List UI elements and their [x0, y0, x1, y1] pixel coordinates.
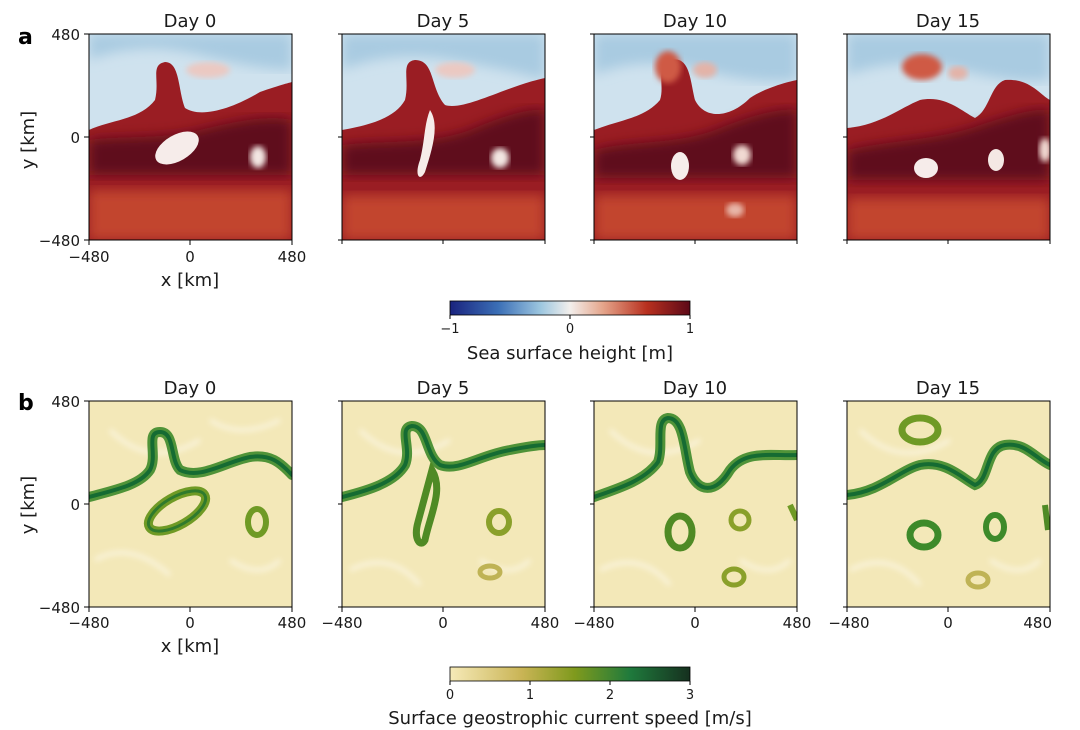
speed-x-tick-mid-day5: 0	[438, 614, 448, 632]
speed-x-tick-right-day0: 480	[278, 614, 307, 632]
speed-map-day5	[342, 401, 545, 607]
ssh-y-tick-top: 480	[51, 26, 80, 44]
ssh-map-day0	[89, 34, 292, 240]
ssh-title-day0: Day 0	[164, 11, 217, 32]
speed-colorbar-tick-2: 2	[606, 688, 614, 703]
speed-x-tick-left-day10: −480	[573, 614, 614, 632]
ssh-x-tick-left: −480	[68, 248, 109, 266]
speed-colorbar-label: Surface geostrophic current speed [m/s]	[388, 708, 752, 729]
speed-y-axis: 480 0 −480 y [km]	[18, 393, 89, 617]
ssh-map-day15	[847, 34, 1050, 240]
speed-title-day10: Day 10	[663, 378, 727, 399]
speed-title-day15: Day 15	[916, 378, 980, 399]
speed-x-axes: −480 0 480 −480 0 480 −480 0 480 −480 0 …	[68, 607, 1052, 657]
ssh-minor-ticks	[338, 33, 1051, 244]
speed-x-tick-left-day15: −480	[828, 614, 869, 632]
ssh-colorbar-tick-max: 1	[686, 322, 694, 337]
speed-y-tick-mid: 0	[70, 496, 80, 514]
ssh-y-tick-bottom: −480	[39, 232, 80, 250]
ssh-colorbar-tick-mid: 0	[566, 322, 574, 337]
ssh-title-day10: Day 10	[663, 11, 727, 32]
ssh-y-label: y [km]	[18, 111, 39, 169]
ssh-colorbar-label: Sea surface height [m]	[467, 343, 673, 364]
ssh-title-day15: Day 15	[916, 11, 980, 32]
ssh-x-tick-mid: 0	[185, 248, 195, 266]
speed-x-tick-left-day5: −480	[321, 614, 362, 632]
speed-x-tick-mid-day15: 0	[943, 614, 953, 632]
speed-y-tick-bottom: −480	[39, 599, 80, 617]
speed-colorbar-gradient	[449, 666, 691, 682]
speed-title-day5: Day 5	[417, 378, 470, 399]
speed-map-day0	[89, 401, 292, 607]
speed-x-tick-right-day15: 480	[1023, 614, 1052, 632]
speed-x-tick-left-day0: −480	[68, 614, 109, 632]
speed-title-day0: Day 0	[164, 378, 217, 399]
speed-colorbar-tick-3: 3	[686, 688, 694, 703]
speed-minor-ticks	[338, 400, 847, 608]
ssh-colorbar-gradient	[449, 300, 691, 316]
speed-x-label: x [km]	[161, 636, 219, 657]
ssh-colorbar-tick-min: −1	[440, 322, 459, 337]
ssh-map-day5	[342, 34, 545, 240]
speed-x-tick-right-day10: 480	[783, 614, 812, 632]
speed-map-day10	[594, 401, 797, 607]
speed-y-tick-top: 480	[51, 393, 80, 411]
speed-x-tick-mid-day10: 0	[690, 614, 700, 632]
ssh-y-axis: 480 0 −480 y [km]	[18, 26, 89, 250]
ssh-x-label: x [km]	[161, 270, 219, 291]
ssh-y-tick-mid: 0	[70, 129, 80, 147]
speed-colorbar: 0 1 2 3 Surface geostrophic current spee…	[388, 666, 752, 729]
ssh-x-axis: −480 0 480 x [km]	[68, 240, 306, 291]
speed-x-tick-mid-day0: 0	[185, 614, 195, 632]
panel-b-letter: b	[18, 391, 34, 416]
ssh-title-day5: Day 5	[417, 11, 470, 32]
speed-colorbar-tick-1: 1	[526, 688, 534, 703]
ssh-map-day10	[594, 34, 797, 240]
panel-a-letter: a	[18, 25, 33, 50]
speed-map-day15	[847, 401, 1050, 607]
ssh-x-tick-right: 480	[278, 248, 307, 266]
ssh-colorbar: −1 0 1 Sea surface height [m]	[440, 300, 694, 364]
speed-y-label: y [km]	[18, 476, 39, 534]
speed-x-tick-right-day5: 480	[531, 614, 560, 632]
speed-colorbar-tick-0: 0	[446, 688, 454, 703]
